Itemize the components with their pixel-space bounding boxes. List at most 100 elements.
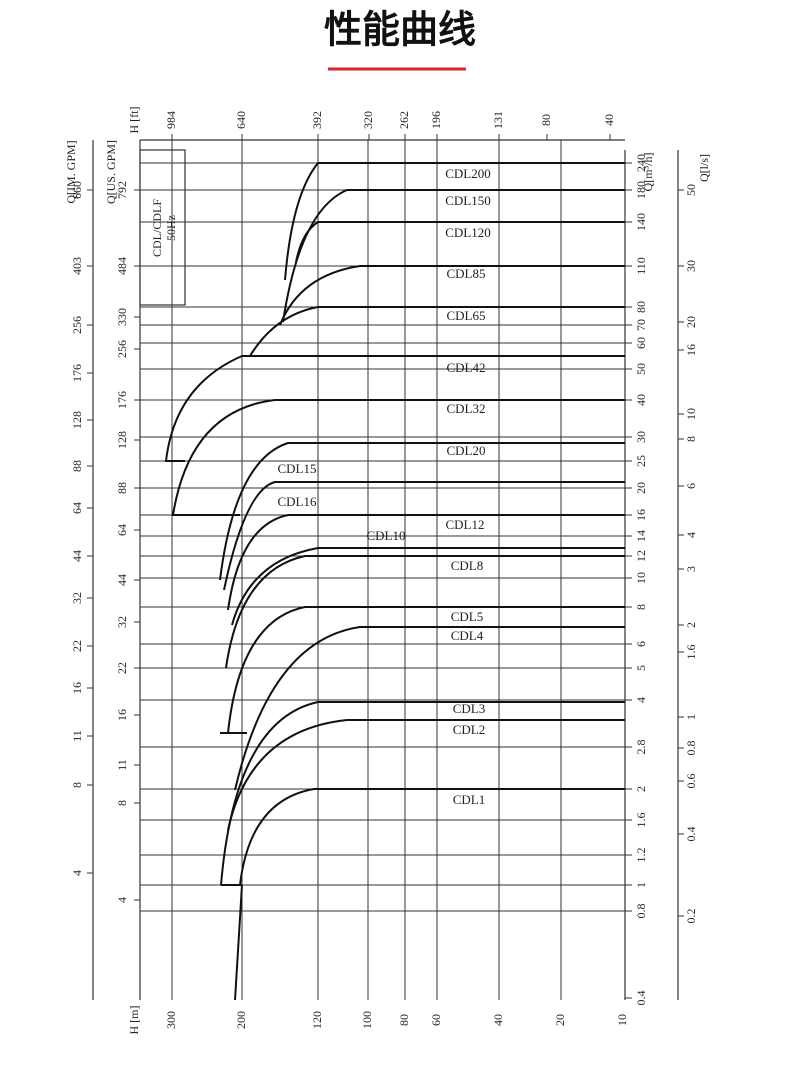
ls-tick-label: 6 (684, 483, 698, 489)
m3h-tick-label: 2.8 (634, 740, 648, 755)
h-ft-tick-label: 640 (234, 111, 248, 129)
im-gpm-tick-label: 32 (70, 592, 84, 604)
model-label: CDL65 (447, 308, 486, 323)
ls-tick-label: 16 (684, 344, 698, 356)
ls-tick-label: 10 (684, 408, 698, 420)
model-label: CDL4 (451, 628, 484, 643)
im-gpm-tick-label: 4 (70, 870, 84, 876)
model-label: CDL32 (447, 401, 486, 416)
m3h-tick-label: 12 (634, 550, 648, 562)
m3h-tick-label: 70 (634, 319, 648, 331)
h-ft-tick-label: 392 (310, 111, 324, 129)
h-ft-tick-label: 131 (491, 111, 505, 129)
h-ft-tick-label: 984 (164, 111, 178, 129)
us-gpm-tick-label: 88 (115, 482, 129, 494)
h-m-tick-label: 40 (491, 1014, 505, 1026)
model-label: CDL85 (447, 266, 486, 281)
model-label: CDL12 (446, 517, 485, 532)
im-gpm-tick-label: 44 (70, 550, 84, 562)
h-ft-tick-label: 40 (602, 114, 616, 126)
h-m-tick-label: 20 (553, 1014, 567, 1026)
m3h-tick-label: 110 (634, 257, 648, 275)
h-m-tick-label: 10 (615, 1014, 629, 1026)
m3h-tick-label: 140 (634, 213, 648, 231)
m3h-tick-label: 180 (634, 181, 648, 199)
h-m-tick-label: 60 (429, 1014, 443, 1026)
us-gpm-tick-label: 64 (115, 524, 129, 536)
h-ft-tick-label: 196 (429, 111, 443, 129)
model-label: CDL16 (278, 494, 318, 509)
m3h-tick-label: 14 (634, 530, 648, 542)
m3h-tick-label: 50 (634, 363, 648, 375)
m3h-tick-label: 0.8 (634, 904, 648, 919)
ls-tick-label: 3 (684, 566, 698, 572)
curves (164, 162, 625, 1001)
im-gpm-tick-label: 22 (70, 640, 84, 652)
im-gpm-tick-label: 88 (70, 460, 84, 472)
m3h-tick-label: 60 (634, 337, 648, 349)
m3h-tick-label: 1.6 (634, 813, 648, 828)
ls-tick-label: 8 (684, 436, 698, 442)
h-m-tick-label: 200 (234, 1011, 248, 1029)
model-label: CDL200 (445, 166, 491, 181)
im-gpm-tick-label: 128 (70, 411, 84, 429)
m3h-tick-label: 6 (634, 641, 648, 647)
model-label: CDL120 (445, 225, 491, 240)
ls-tick-label: 0.6 (684, 774, 698, 789)
m3h-axis-label: Q[m³/h] (641, 153, 655, 192)
m3h-tick-label: 240 (634, 154, 648, 172)
m3h-tick-label: 1.2 (634, 848, 648, 863)
ls-tick-label: 1 (684, 714, 698, 720)
h-m-tick-label: 80 (397, 1014, 411, 1026)
ls-tick-label: 30 (684, 260, 698, 272)
model-label: CDL15 (278, 461, 317, 476)
us-gpm-tick-label: 176 (115, 391, 129, 409)
ls-tick-label: 1.6 (684, 645, 698, 660)
m3h-tick-label: 1 (634, 882, 648, 888)
h-m-axis-label: H [m] (127, 1006, 141, 1035)
ls-axis-label: Q[l/s] (697, 154, 711, 182)
im-gpm-tick-label: 176 (70, 364, 84, 382)
model-label: CDL20 (447, 443, 486, 458)
model-label: CDL42 (447, 360, 486, 375)
m3h-tick-label: 8 (634, 604, 648, 610)
m3h-tick-label: 40 (634, 394, 648, 406)
axes (92, 139, 679, 1000)
page-title: 性能曲线 (324, 8, 476, 52)
ls-tick-label: 0.2 (684, 909, 698, 924)
h-m-tick-label: 120 (310, 1011, 324, 1029)
model-label: CDL10 (367, 528, 406, 543)
h-ft-tick-label: 320 (361, 111, 375, 129)
us-gpm-axis-label: Q[US. GPM] (104, 140, 118, 204)
ls-tick-label: 50 (684, 184, 698, 196)
h-ft-axis-label: H [ft] (127, 107, 141, 134)
model-label: CDL1 (453, 792, 486, 807)
us-gpm-tick-label: 16 (115, 709, 129, 721)
us-gpm-tick-label: 330 (115, 308, 129, 326)
ls-tick-label: 0.8 (684, 741, 698, 756)
m3h-tick-label: 4 (634, 697, 648, 703)
m3h-tick-label: 0.4 (634, 991, 648, 1006)
ls-tick-label: 0.4 (684, 827, 698, 842)
m3h-tick-label: 20 (634, 482, 648, 494)
us-gpm-tick-label: 8 (115, 800, 129, 806)
us-gpm-tick-label: 32 (115, 616, 129, 628)
m3h-tick-label: 16 (634, 509, 648, 521)
model-label: CDL150 (445, 193, 491, 208)
m3h-tick-label: 30 (634, 431, 648, 443)
model-label: CDL2 (453, 722, 486, 737)
ls-tick-label: 4 (684, 532, 698, 538)
im-gpm-axis-label: Q[IM. GPM] (64, 140, 78, 203)
us-gpm-tick-label: 792 (115, 181, 129, 199)
im-gpm-tick-label: 660 (70, 181, 84, 199)
h-m-tick-label: 100 (360, 1011, 374, 1029)
h-ft-tick-label: 262 (397, 111, 411, 129)
us-gpm-tick-label: 256 (115, 340, 129, 358)
im-gpm-tick-label: 11 (70, 730, 84, 742)
us-gpm-tick-label: 4 (115, 897, 129, 903)
m3h-tick-label: 2 (634, 786, 648, 792)
im-gpm-tick-label: 403 (70, 257, 84, 275)
im-gpm-tick-label: 8 (70, 782, 84, 788)
m3h-tick-label: 25 (634, 455, 648, 467)
